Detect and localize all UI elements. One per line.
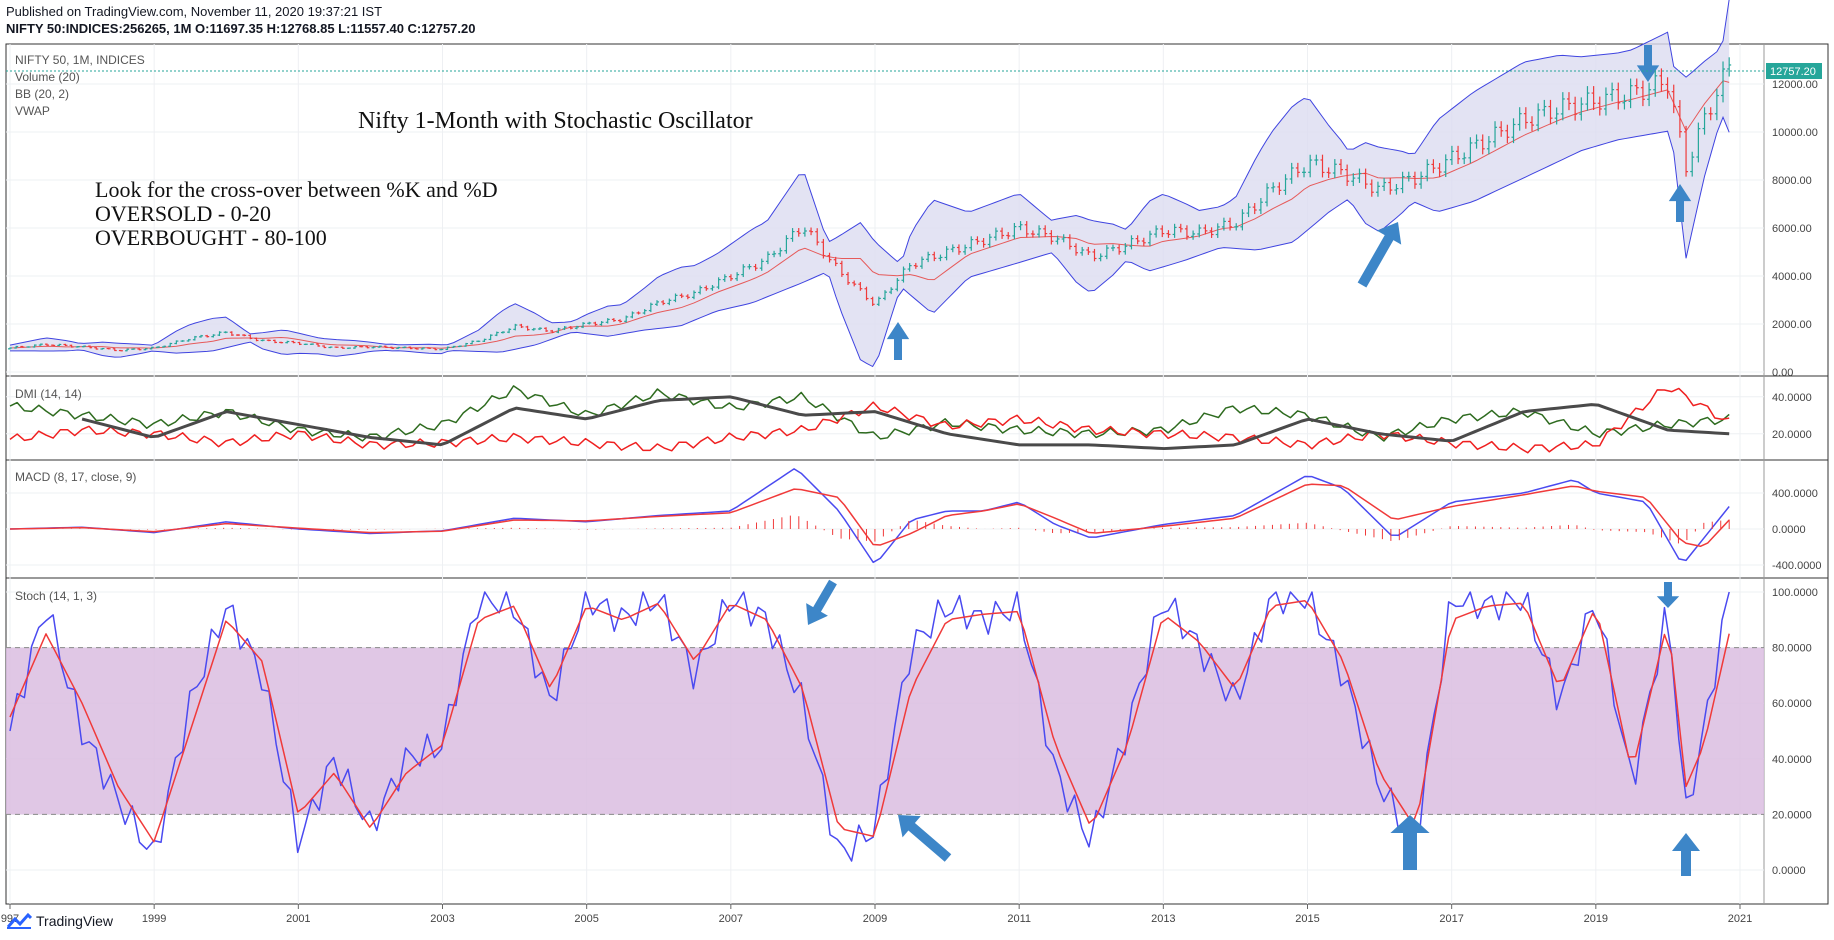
x-tick-label: 2019 <box>1584 913 1608 925</box>
y-tick-label: 100.0000 <box>1772 587 1818 599</box>
bb-fill <box>10 0 1730 367</box>
y-tick-label: 0.0000 <box>1772 865 1806 877</box>
x-tick-label: 2011 <box>1007 913 1031 925</box>
x-tick-label: 2005 <box>574 913 598 925</box>
annotation-arrow <box>1357 222 1402 288</box>
symbol-ohlc-line: NIFTY 50:INDICES:256265, 1M O:11697.35 H… <box>6 21 476 36</box>
bb-upper-line <box>9 0 1730 346</box>
y-tick-label: 10000.00 <box>1772 127 1818 139</box>
y-tick-label: 8000.00 <box>1772 175 1812 187</box>
y-tick-label: 20.0000 <box>1772 429 1812 441</box>
note-overbought: OVERBOUGHT - 80-100 <box>95 225 327 250</box>
x-tick-label: 2013 <box>1151 913 1175 925</box>
x-tick-label: 2003 <box>430 913 454 925</box>
y-tick-label: 12000.00 <box>1772 79 1818 91</box>
annotation-arrow <box>898 815 952 862</box>
macd-histogram <box>45 515 1730 544</box>
published-line: Published on TradingView.com, November 1… <box>6 4 383 19</box>
y-tick-label: 40.0000 <box>1772 392 1812 404</box>
footer-brand: TradingView <box>6 912 113 930</box>
bb-lower-line <box>9 115 1730 368</box>
indicator-lines <box>9 385 1730 862</box>
stoch-label: Stoch (14, 1, 3) <box>15 589 97 603</box>
x-tick-label: 2001 <box>286 913 310 925</box>
price-candles <box>8 57 1732 352</box>
y-tick-label: 40.0000 <box>1772 754 1812 766</box>
last-price-tag: 12757.20 <box>1770 66 1816 78</box>
annotation-arrow <box>806 579 837 625</box>
annotation-arrow <box>1672 833 1700 876</box>
y-tick-label: 0.0000 <box>1772 524 1806 536</box>
annotation-arrow <box>1390 815 1430 870</box>
x-tick-label: 2017 <box>1439 913 1463 925</box>
x-tick-label: 1999 <box>142 913 166 925</box>
bollinger-bands <box>9 0 1730 368</box>
axes: 997 1999 2001 2003 2005 2007 2009 2011 2013 2015 2… <box>1 79 1822 925</box>
annotation-arrow <box>1656 582 1680 608</box>
series-line-macd <box>9 468 1730 564</box>
y-tick-label: 2000.00 <box>1772 319 1812 331</box>
y-tick-label: 400.0000 <box>1772 488 1818 500</box>
chart-title: Nifty 1-Month with Stochastic Oscillator <box>358 108 753 134</box>
y-tick-label: 4000.00 <box>1772 271 1812 283</box>
annotation-arrow <box>1668 184 1692 222</box>
bb-basis-line <box>9 80 1730 349</box>
macd-label: MACD (8, 17, close, 9) <box>15 470 136 484</box>
series-line-di <box>9 387 1730 454</box>
y-tick-label: 20.0000 <box>1772 809 1812 821</box>
series-line-di <box>9 385 1730 442</box>
note-oversold: OVERSOLD - 0-20 <box>95 201 271 226</box>
y-tick-label: 80.0000 <box>1772 643 1812 655</box>
annotation-arrows <box>806 45 1700 876</box>
x-tick-label: 2007 <box>719 913 743 925</box>
series-line-k <box>9 591 1730 862</box>
y-tick-label: -400.0000 <box>1772 560 1822 572</box>
annotation-arrow <box>1636 45 1660 82</box>
x-tick-label: 2015 <box>1295 913 1319 925</box>
annotation-arrow <box>886 322 910 360</box>
series-line-signal <box>9 483 1730 548</box>
tradingview-logo-icon <box>6 912 32 929</box>
y-tick-label: 0.00 <box>1772 367 1793 379</box>
price-pane-label: NIFTY 50, 1M, INDICES <box>15 53 145 67</box>
note-crossover: Look for the cross-over between %K and %… <box>95 177 498 202</box>
x-tick-label: 2021 <box>1728 913 1752 925</box>
volume-label: Volume (20) <box>15 70 80 84</box>
last-price-tag-bg <box>1766 63 1822 79</box>
series-line-d <box>9 600 1730 843</box>
footer-brand-text: TradingView <box>36 913 114 929</box>
stoch-zone-fill <box>6 647 1764 815</box>
x-tick-label: 997 <box>1 913 19 925</box>
vwap-label: VWAP <box>15 104 50 118</box>
y-tick-label: 60.0000 <box>1772 698 1812 710</box>
x-tick-label: 2009 <box>863 913 887 925</box>
y-tick-label: 6000.00 <box>1772 223 1812 235</box>
series-line-adx <box>81 395 1730 451</box>
dmi-label: DMI (14, 14) <box>15 387 82 401</box>
bb-label: BB (20, 2) <box>15 87 69 101</box>
stoch-band <box>6 647 1764 815</box>
